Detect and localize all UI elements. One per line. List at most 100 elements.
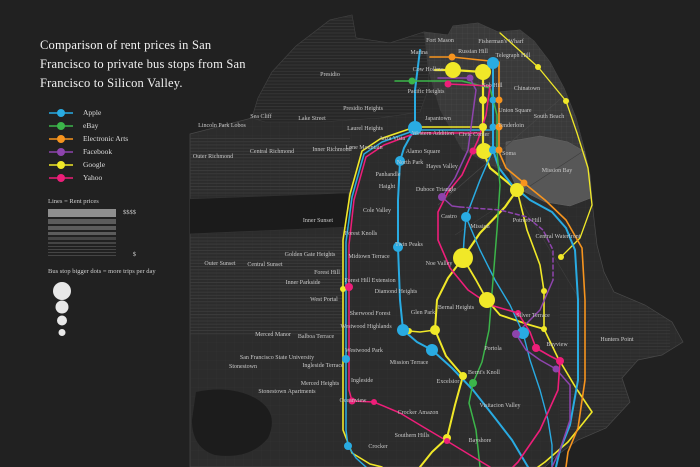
third-street xyxy=(519,199,581,430)
neighborhood-label: Noe Valley xyxy=(426,261,453,267)
bus-stop-yahoo xyxy=(444,80,452,88)
rent-bar xyxy=(48,249,116,251)
company-legend: Apple eBay Electronic Arts Facebook Google Ya… xyxy=(40,106,255,184)
neighborhood-label: Mission Terrace xyxy=(390,360,429,366)
legend-label-apple: Apple xyxy=(83,108,102,118)
neighborhood-label: Central Waterfront xyxy=(536,233,581,240)
neighborhood-label: Twin Peaks xyxy=(395,242,423,248)
route-google xyxy=(499,32,593,258)
neighborhood-label: Chinatown xyxy=(514,86,540,92)
bus-stop-google xyxy=(479,123,487,131)
route-apple xyxy=(465,216,553,467)
page-title: Comparison of rent prices in San Francis… xyxy=(40,38,246,90)
bus-stop-google xyxy=(479,96,487,104)
bus-stop-ea xyxy=(495,96,503,104)
neighborhood-label: Hunters Point xyxy=(600,337,634,343)
stop-legend-label: Bus stop bigger dots = more trips per da… xyxy=(48,268,156,276)
bus-stop-yahoo xyxy=(556,357,564,365)
legend-dot-facebook xyxy=(57,147,65,156)
neighborhood-label: Central Sunset xyxy=(247,262,282,268)
bus-stop-apple xyxy=(461,212,471,222)
neighborhood-label: Forest Hill Extension xyxy=(344,278,395,284)
rent-bar xyxy=(48,245,116,248)
neighborhood-label: Lone Mountain xyxy=(345,145,382,151)
neighborhood-label: Panhandle xyxy=(376,172,401,178)
bus-stop-apple xyxy=(426,344,438,356)
route-ea xyxy=(429,56,586,467)
bus-stop-google xyxy=(453,248,473,268)
neighborhood-label: Oceanview xyxy=(340,398,368,404)
legend-label-ea: Electronic Arts xyxy=(83,134,129,144)
stop-size-dots xyxy=(53,282,71,346)
route-google xyxy=(419,257,464,467)
bus-stop-google xyxy=(541,288,547,294)
neighborhood-label: Portola xyxy=(484,346,502,352)
rent-min-label: $ xyxy=(132,251,136,259)
bus-stop-google xyxy=(558,254,564,260)
bus-stop-ea xyxy=(495,123,503,131)
rent-bar xyxy=(48,241,116,244)
bus-stop-apple xyxy=(408,121,422,135)
rent-bar xyxy=(48,255,116,257)
legend-item-ea: Electronic Arts xyxy=(48,132,255,145)
legend-item-apple: Apple xyxy=(48,106,255,119)
neighborhood-label: Telegraph Hill xyxy=(496,53,531,59)
neighborhood-label: Outer Sunset xyxy=(204,261,235,267)
neighborhood-label: Central Richmond xyxy=(250,149,294,155)
neighborhood-label: Inner Parkside xyxy=(286,280,321,286)
neighborhood-label: Crocker Amazon xyxy=(398,410,439,416)
bus-stop-yahoo xyxy=(345,283,353,291)
neighborhood-label: Forest Knolls xyxy=(345,231,378,237)
bus-stop-apple xyxy=(489,146,497,154)
rent-bar xyxy=(48,219,116,225)
legend-dot-yahoo xyxy=(57,173,65,182)
bus-stop-apple xyxy=(344,442,352,450)
bayview-stripes xyxy=(560,300,670,430)
legend-dot-google xyxy=(57,160,65,169)
neighborhood-label: Inner Richmond xyxy=(312,147,351,153)
legend-dot-ea xyxy=(57,134,65,143)
neighborhood-label: North Park xyxy=(397,160,424,166)
legend-label-facebook: Facebook xyxy=(83,147,113,157)
neighborhood-label: Fort Mason xyxy=(426,38,454,44)
neighborhood-label: Inner Sunset xyxy=(303,218,333,224)
neighborhood-label: Visitacion Valley xyxy=(479,403,520,409)
sunset-district-stripes xyxy=(190,236,342,336)
legend-label-google: Google xyxy=(83,160,106,170)
rent-bar xyxy=(48,237,116,240)
bus-stop-apple xyxy=(342,355,350,363)
google-line-icon xyxy=(49,160,73,169)
bus-stop-google xyxy=(476,143,492,159)
rent-price-legend: Lines = Rent prices $$$$ $ xyxy=(48,198,255,259)
neighborhood-label: Silver Terrace xyxy=(516,313,550,319)
rent-bar xyxy=(48,209,116,218)
neighborhood-label: Alamo Square xyxy=(406,149,441,155)
neighborhood-label: Bayview xyxy=(546,342,568,348)
neighborhood-label: Western Addition xyxy=(412,131,454,137)
rent-max-label: $$$$ xyxy=(123,209,136,217)
bus-stop-apple xyxy=(517,327,529,339)
rent-bar xyxy=(48,226,116,231)
stop-size-dot xyxy=(57,315,67,326)
bus-stop-ea xyxy=(520,179,528,187)
bus-stop-yahoo xyxy=(532,344,540,352)
neighborhood-label: Duboce Triangle xyxy=(416,187,457,193)
neighborhood-label: Haight xyxy=(379,184,396,190)
route-facebook xyxy=(459,206,554,281)
neighborhood-label: Lake Street xyxy=(298,116,326,122)
bus-stop-yahoo xyxy=(469,147,477,155)
bus-stop-ea xyxy=(495,146,503,154)
route-ebay xyxy=(394,80,501,467)
bus-stop-google xyxy=(459,372,467,380)
neighborhood-label: Bernal Heights xyxy=(438,305,475,311)
neighborhood-label: Stonestown Apartments xyxy=(258,389,316,395)
stop-size-dot xyxy=(53,282,71,301)
bus-stop-ebay xyxy=(469,379,477,387)
neighborhood-label: Pacific Heights xyxy=(408,88,445,95)
bus-stop-yahoo xyxy=(444,438,450,444)
neighborhood-label: Ingleside Terrace xyxy=(302,363,344,369)
neighborhood-label: San Francisco State University xyxy=(240,355,314,361)
legend-label-yahoo: Yahoo xyxy=(83,173,103,183)
neighborhood-label: Laurel Heights xyxy=(347,126,383,132)
